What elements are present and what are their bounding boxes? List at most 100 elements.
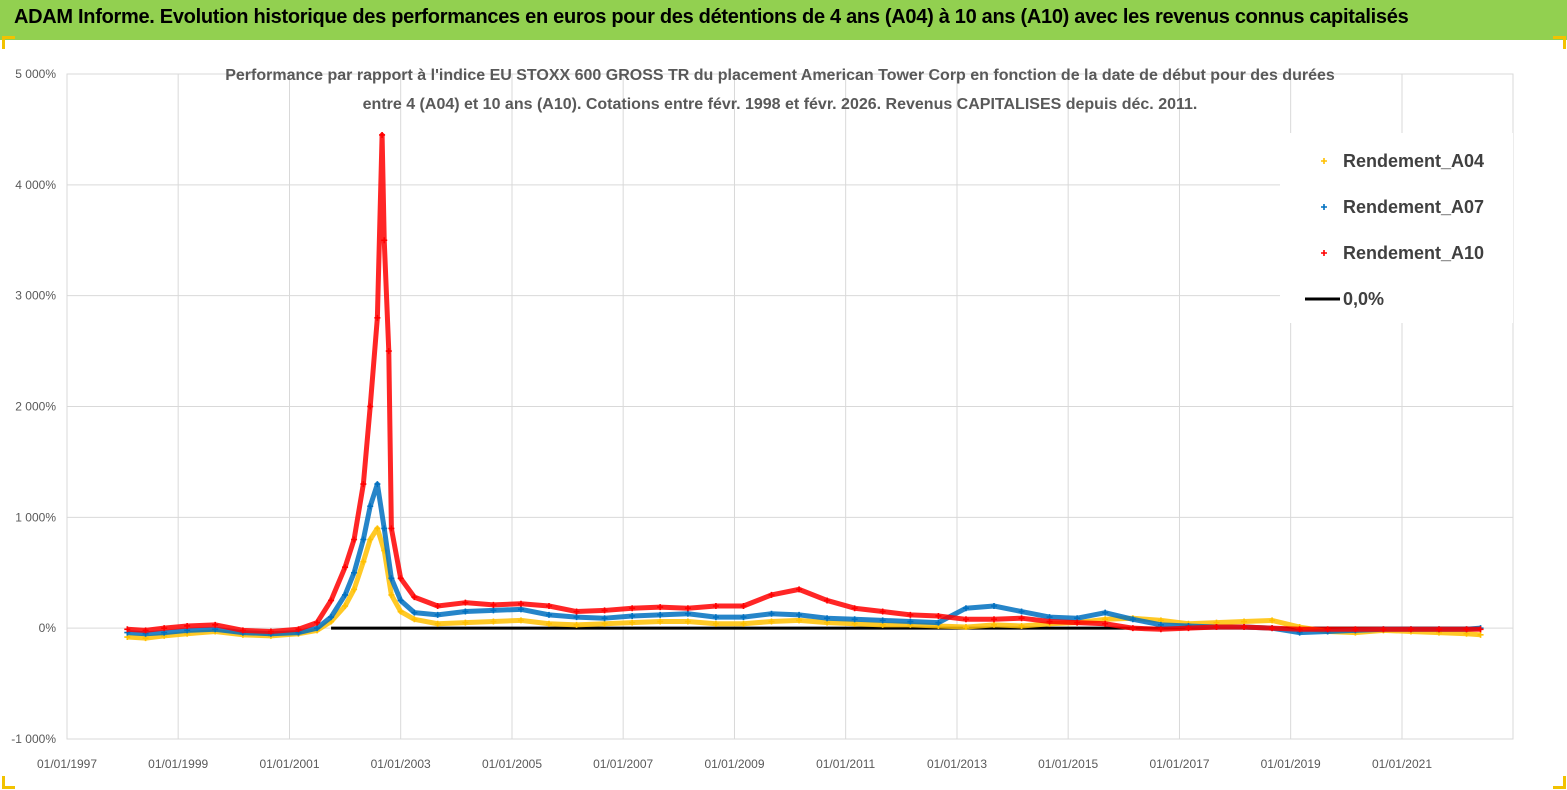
y-tick-label: 5 000% [15, 67, 56, 81]
data-point [851, 605, 858, 612]
data-point [1185, 625, 1192, 632]
data-point [601, 615, 608, 622]
data-point [490, 601, 497, 608]
data-point [351, 586, 358, 593]
data-point [381, 525, 388, 532]
x-tick-label: 01/01/1997 [37, 757, 97, 771]
data-point [629, 619, 636, 626]
x-tick-label: 01/01/2017 [1149, 757, 1209, 771]
data-point [1018, 608, 1025, 615]
data-point [601, 620, 608, 627]
data-point [573, 621, 580, 628]
data-point [161, 625, 168, 632]
data-point [374, 481, 381, 488]
data-point [490, 607, 497, 614]
data-point [907, 611, 914, 618]
data-point [397, 575, 404, 582]
series-layer [124, 131, 1484, 642]
data-point [935, 612, 942, 619]
legend-label: Rendement_A07 [1343, 197, 1484, 217]
data-point [768, 618, 775, 625]
data-point [1046, 618, 1053, 625]
series-band-Rendement_A07 [127, 481, 1481, 637]
x-tick-label: 01/01/1999 [148, 757, 208, 771]
legend-label: Rendement_A04 [1343, 151, 1484, 171]
data-point [517, 606, 524, 613]
corner-marker-bottom-right [1553, 776, 1566, 789]
data-point [1269, 625, 1276, 632]
data-point [796, 586, 803, 593]
data-point [434, 620, 441, 627]
title-banner: ADAM Informe. Evolution historique des p… [0, 0, 1567, 40]
corner-marker-top-right [1553, 36, 1566, 49]
data-point [360, 536, 367, 543]
data-point [684, 618, 691, 625]
data-point [388, 525, 395, 532]
data-point [267, 628, 274, 635]
data-point [629, 612, 636, 619]
x-tick-label: 01/01/2013 [927, 757, 987, 771]
data-point [629, 605, 636, 612]
data-point [657, 618, 664, 625]
data-point [411, 616, 418, 623]
data-point [546, 620, 552, 627]
data-point [397, 597, 404, 604]
legend-label: Rendement_A10 [1343, 243, 1484, 263]
y-tick-label: 1 000% [15, 510, 56, 524]
data-point [990, 603, 997, 609]
legend: Rendement_A04 Rendement_A07 Rendement_A10 0… [1280, 133, 1513, 323]
data-point [907, 618, 914, 625]
series-band-Rendement_A10 [127, 132, 1481, 634]
data-point [1102, 620, 1109, 627]
data-point [239, 627, 246, 634]
data-point [768, 610, 775, 617]
data-point [1213, 624, 1220, 631]
data-point [824, 597, 831, 604]
x-tick-label: 01/01/2021 [1372, 757, 1432, 771]
data-point [342, 591, 349, 598]
data-point [740, 620, 747, 627]
y-tick-label: 4 000% [15, 178, 56, 192]
x-tick-label: 01/01/2007 [593, 757, 653, 771]
data-point [374, 314, 381, 321]
data-point [1129, 625, 1136, 632]
y-tick-label: 0% [39, 621, 57, 635]
data-point [328, 597, 335, 604]
data-point [712, 620, 719, 627]
data-point [684, 605, 691, 612]
data-point [1352, 626, 1359, 633]
banner-title: ADAM Informe. Evolution historique des p… [14, 6, 1409, 28]
data-point [351, 569, 358, 576]
data-point [990, 621, 997, 628]
data-point [367, 536, 374, 543]
data-point [1102, 609, 1109, 616]
data-point [434, 611, 441, 618]
legend-background [1280, 133, 1513, 323]
data-point [1435, 626, 1442, 633]
data-point [1407, 626, 1414, 633]
data-point [1380, 626, 1387, 633]
legend-plus-marker [1321, 250, 1327, 256]
x-tick-label: 01/01/2005 [482, 757, 542, 771]
data-point [381, 237, 388, 244]
data-point [360, 558, 367, 565]
data-point [388, 575, 395, 582]
data-point [351, 536, 358, 543]
x-tick-label: 01/01/2009 [704, 757, 764, 771]
data-point [573, 608, 580, 615]
data-point [546, 611, 552, 618]
axis-layer: -1 000% 0% 1 000% 2 000% 3 000% 4 000% 5 000% 0… [11, 67, 1432, 771]
data-point [1241, 618, 1248, 625]
data-point [712, 603, 719, 609]
x-tick-label: 01/01/2003 [371, 757, 431, 771]
data-point [374, 525, 381, 532]
y-tick-label: -1 000% [11, 732, 56, 746]
data-point [935, 619, 942, 626]
data-point [184, 622, 191, 629]
data-point [768, 591, 775, 598]
data-point [314, 625, 321, 632]
data-point [824, 615, 831, 622]
data-point [342, 603, 349, 609]
legend-label: 0,0% [1343, 289, 1384, 309]
data-point [1074, 619, 1081, 626]
